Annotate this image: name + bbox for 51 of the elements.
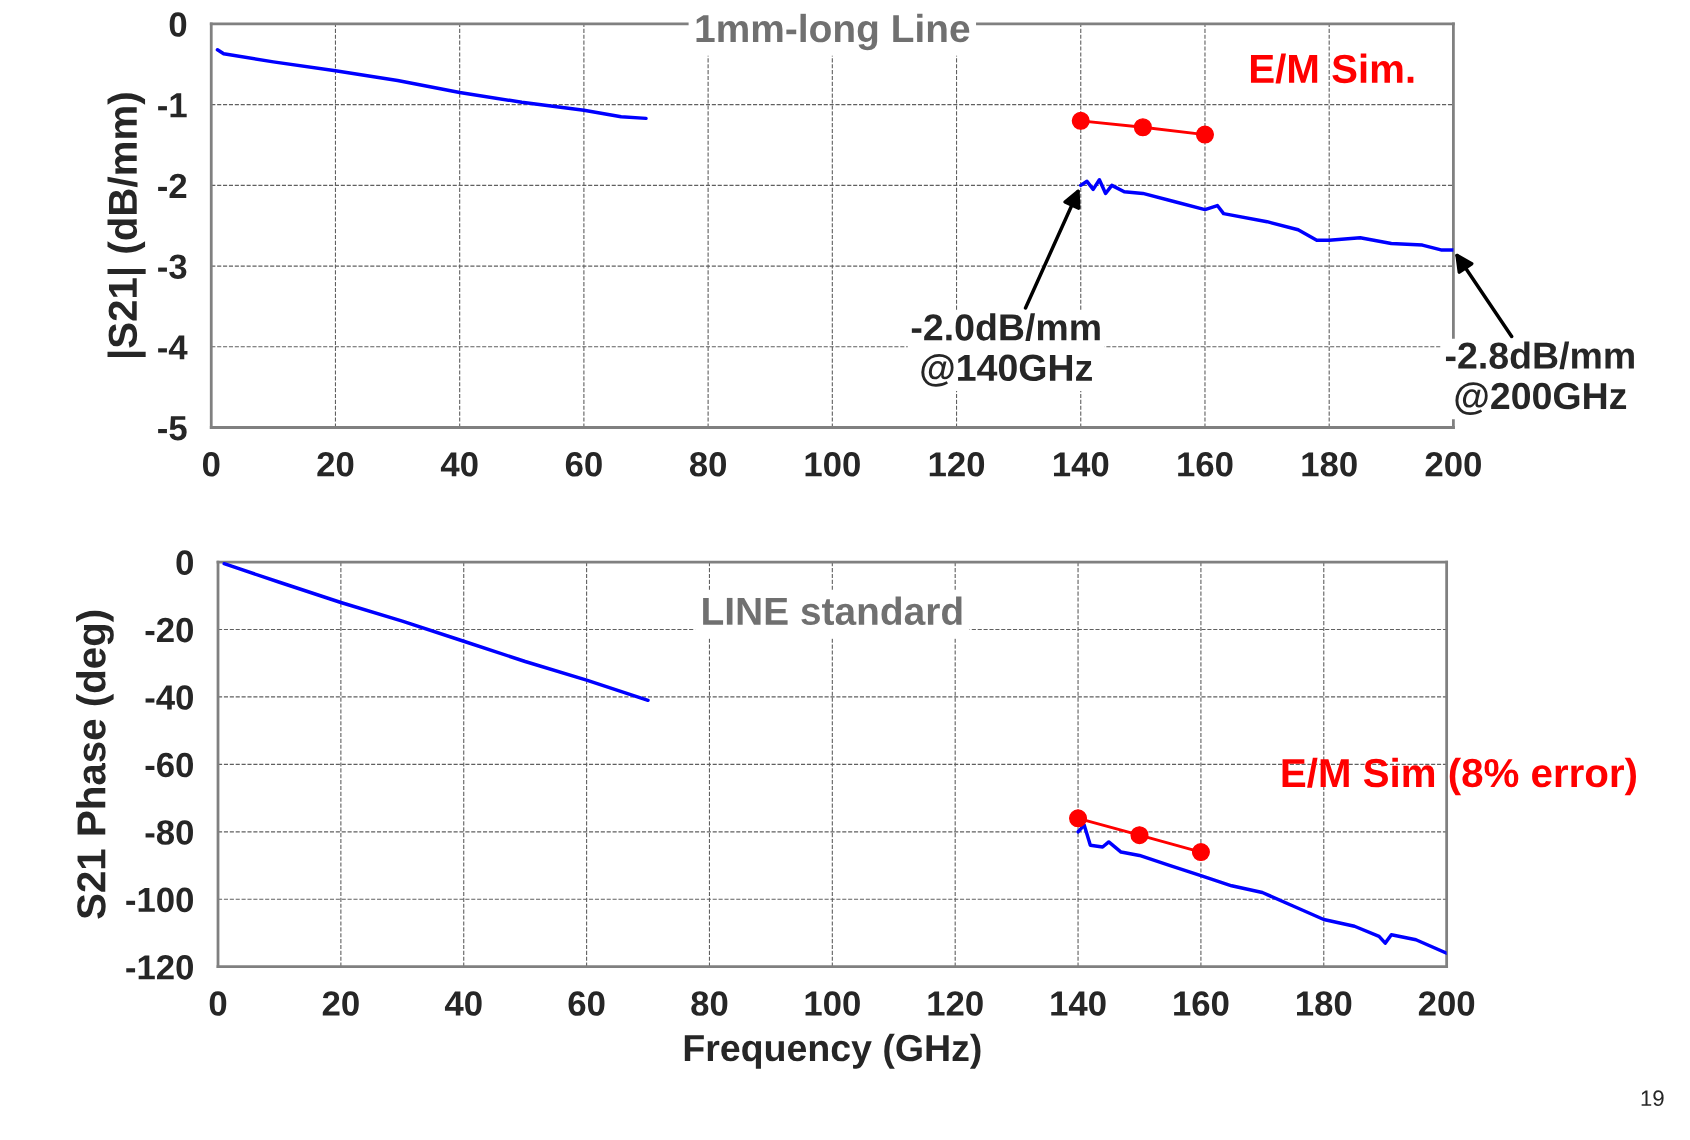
x-tick-label: 180	[1302, 452, 1357, 477]
x-tick-label: 180	[1297, 991, 1352, 1016]
y-tick-label: -4	[158, 335, 188, 360]
chart-title: 1mm-long Line	[696, 13, 970, 51]
x-tick-label: 60	[568, 991, 605, 1016]
y-tick-label: -100	[126, 887, 193, 913]
x-tick-label: 140	[1051, 991, 1106, 1016]
text: LINE standard	[703, 596, 962, 626]
y-tick-label: -60	[145, 752, 193, 778]
x-axis-title: Frequency (GHz)	[684, 1033, 981, 1069]
y-axis-title: |S21| (dB/mm)	[107, 93, 146, 358]
annotation: -2.0dB/mm @140GHz	[911, 313, 1100, 387]
y-tick-label: -80	[145, 820, 193, 845]
y-tick-label: -120	[126, 955, 193, 980]
x-tick-label: 60	[565, 452, 602, 477]
y-tick-label: -1	[158, 93, 187, 118]
y-tick-label: -5	[158, 416, 187, 441]
y-tick-label: -40	[145, 685, 193, 710]
point	[1133, 118, 1152, 137]
y-tick-label: -2	[158, 173, 187, 198]
y-tick-label: 0	[176, 550, 193, 575]
x-tick-label: 120	[929, 452, 985, 477]
series-label: E/M Sim.	[1250, 53, 1414, 84]
text: 19	[1641, 1090, 1664, 1107]
y-axis-title: S21 Phase (deg)	[76, 610, 114, 919]
point	[1071, 111, 1090, 130]
x-tick-label: 80	[689, 452, 726, 477]
y-tick-label: 0	[169, 12, 187, 37]
x-tick-label: 0	[209, 991, 227, 1016]
x-tick-label: 100	[805, 452, 860, 477]
x-tick-label: 20	[317, 452, 354, 477]
x-tick-label: 160	[1174, 991, 1229, 1016]
point	[1191, 843, 1210, 862]
y-tick-label: -3	[158, 254, 187, 280]
annotation: -2.8dB/mm @200GHz	[1445, 341, 1634, 415]
x-tick-label: 140	[1053, 452, 1109, 477]
x-tick-label: 120	[928, 991, 983, 1016]
point	[1195, 125, 1214, 144]
x-tick-label: 200	[1418, 991, 1475, 1016]
text: E/M Sim (8% error)	[1282, 757, 1636, 796]
x-tick-label: 80	[691, 991, 728, 1016]
point	[1130, 826, 1149, 845]
x-tick-label: 40	[444, 991, 482, 1016]
y-tick-label: -20	[145, 617, 193, 643]
point	[1069, 809, 1088, 828]
x-tick-label: 200	[1425, 452, 1481, 477]
x-tick-label: 40	[440, 452, 478, 477]
x-tick-label: 100	[805, 991, 860, 1016]
x-tick-label: 20	[322, 991, 359, 1016]
x-tick-label: 160	[1178, 452, 1233, 477]
x-tick-label: 0	[202, 452, 220, 477]
